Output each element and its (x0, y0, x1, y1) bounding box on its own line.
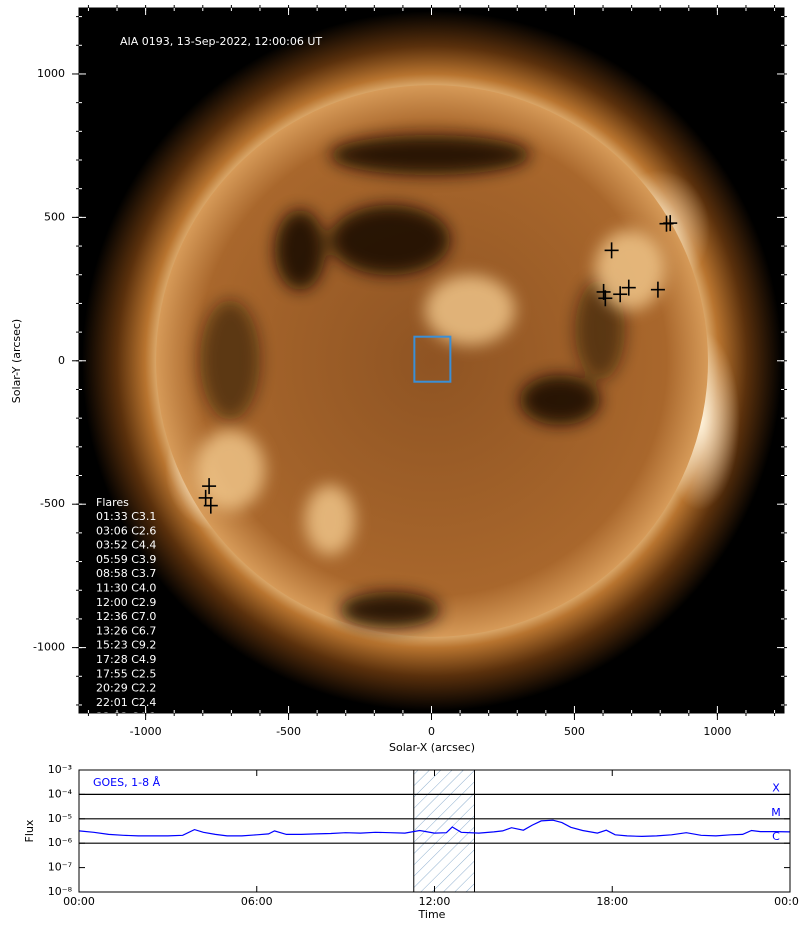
solar-image (79, 8, 784, 713)
y-tick-label: 1000 (37, 67, 65, 80)
y-tick-label: 10⁻³ (48, 763, 72, 776)
y-tick-label: 10⁻⁸ (48, 885, 73, 898)
y-tick-label: 10⁻⁷ (48, 861, 72, 874)
flare-entry: 05:59 C3.9 (96, 553, 156, 566)
flare-marker (659, 215, 674, 232)
class-label: X (772, 781, 780, 794)
region-box (413, 335, 452, 383)
flare-entry: 20:29 C2.2 (96, 682, 156, 695)
y-tick-label: -1000 (33, 641, 65, 654)
flare-entry: 17:55 C2.5 (96, 667, 156, 680)
flare-entry: 22:32 C4.1 (96, 710, 156, 723)
flare-entry: 15:23 C9.2 (96, 639, 156, 652)
image-title: AIA 0193, 13-Sep-2022, 12:00:06 UT (120, 35, 322, 48)
y-axis-label: Flux (23, 819, 36, 842)
flare-entry: 11:30 C4.0 (96, 582, 156, 595)
x-tick-label: -500 (276, 725, 301, 738)
flare-entry: 12:00 C2.9 (96, 596, 156, 609)
flare-marker (596, 283, 611, 300)
flare-marker (621, 279, 636, 296)
flare-list-title: Flares (96, 496, 129, 509)
flare-marker (598, 290, 613, 307)
x-tick-label: 00:00 (774, 895, 799, 908)
x-tick-label: 1000 (703, 725, 731, 738)
flare-marker (203, 497, 218, 514)
flare-marker (613, 286, 628, 303)
y-tick-label: 10⁻⁴ (48, 787, 73, 800)
x-axis-label: Time (418, 908, 446, 921)
x-tick-label: 0 (428, 725, 435, 738)
y-tick-label: -500 (40, 497, 65, 510)
image-overlay: 01:33 C3.103:06 C2.6 03:52 C4.405:59 C3.9… (96, 215, 678, 723)
flare-entry: 03:52 C4.4 (96, 539, 156, 552)
x-tick-label: 06:00 (241, 895, 273, 908)
flux-line (79, 819, 790, 838)
y-tick-label: 10⁻⁶ (48, 836, 73, 849)
x-tick-label: 00:00 (63, 895, 95, 908)
flare-marker (604, 242, 619, 259)
flare-marker (650, 281, 665, 298)
y-tick-label: 500 (44, 210, 65, 223)
y-tick-label: 0 (58, 354, 65, 367)
x-tick-label: -1000 (130, 725, 162, 738)
x-tick-label: 12:00 (419, 895, 451, 908)
class-label: M (771, 806, 781, 819)
class-label: C (772, 830, 780, 843)
x-axis-label: Solar-X (arcsec) (389, 741, 475, 754)
flare-entry: 08:58 C3.7 (96, 567, 156, 580)
flare-entry: 13:26 C6.7 (96, 624, 156, 637)
flare-entry: 22:01 C2.4 (96, 696, 156, 709)
flare-entry: 01:33 C3.1 (96, 510, 156, 523)
flare-marker (202, 478, 217, 495)
x-tick-label: 500 (564, 725, 585, 738)
flare-entry: 12:36 C7.0 (96, 610, 156, 623)
y-axis-label: Solar-Y (arcsec) (10, 319, 23, 403)
legend-label: GOES, 1-8 Å (93, 776, 161, 789)
y-tick-label: 10⁻⁵ (48, 812, 72, 825)
flare-entry: 03:06 C2.6 (96, 524, 156, 537)
flare-entry: 17:28 C4.9 (96, 653, 156, 666)
x-tick-label: 18:00 (596, 895, 628, 908)
